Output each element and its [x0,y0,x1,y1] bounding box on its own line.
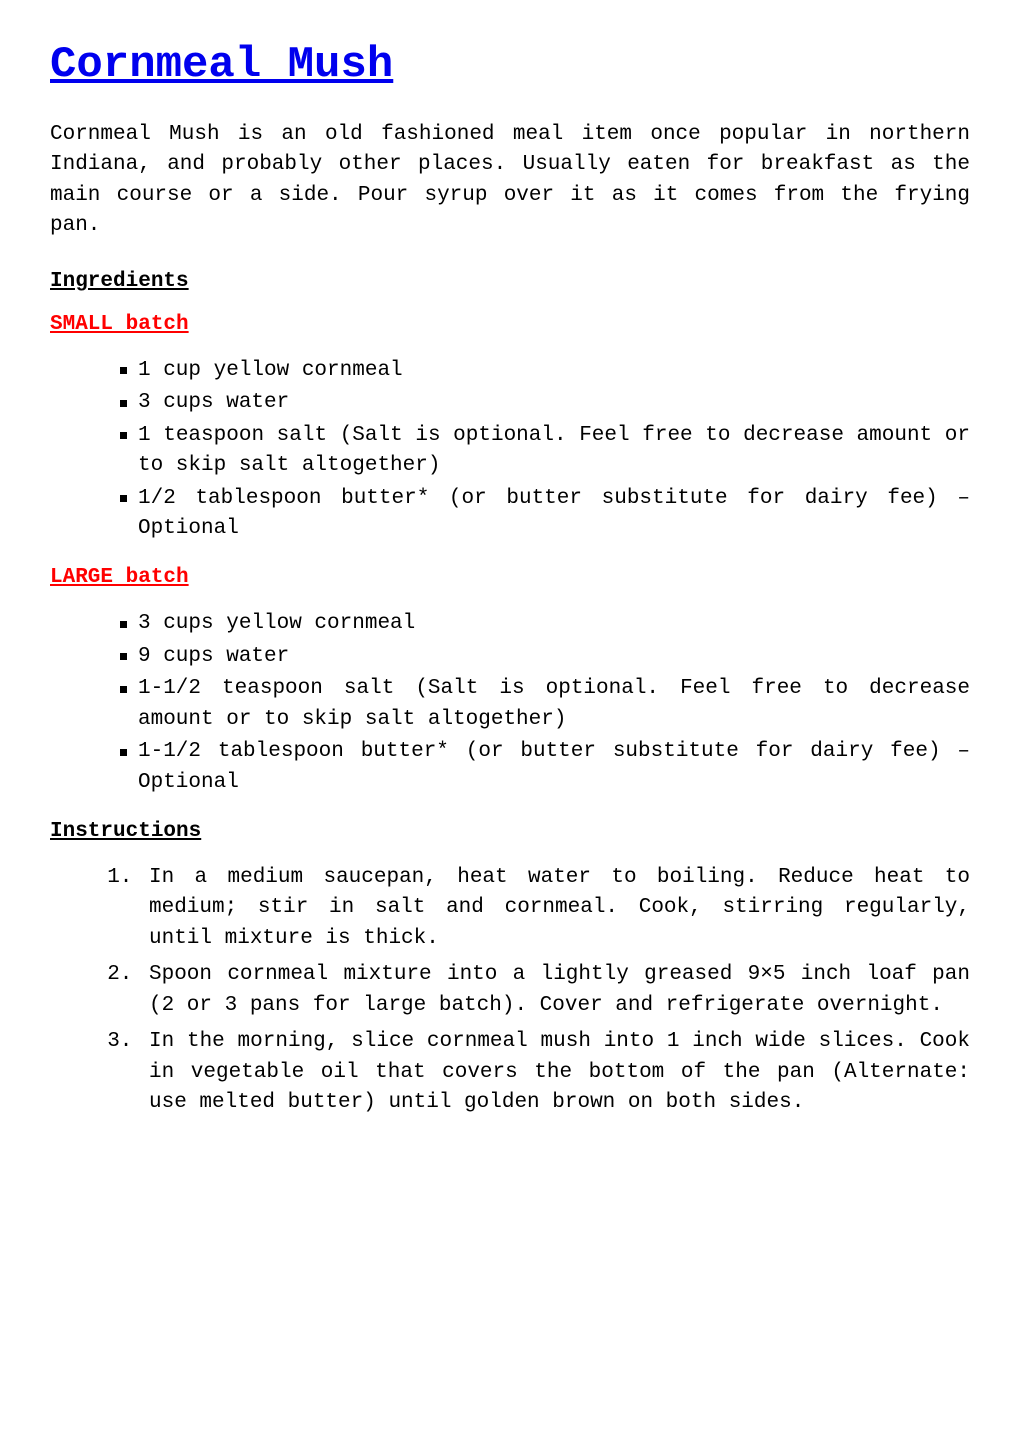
step-item: Spoon cornmeal mixture into a lightly gr… [145,960,970,1021]
list-item: 1 teaspoon salt (Salt is optional. Feel … [120,421,970,482]
list-item: 1 cup yellow cornmeal [120,356,970,386]
list-item: 3 cups water [120,388,970,418]
list-item: 1-1/2 tablespoon butter* (or butter subs… [120,737,970,798]
ingredients-heading: Ingredients [50,270,970,293]
large-batch-list: 3 cups yellow cornmeal 9 cups water 1-1/… [50,609,970,798]
list-item: 3 cups yellow cornmeal [120,609,970,639]
small-batch-heading: SMALL batch [50,313,970,336]
recipe-title[interactable]: Cornmeal Mush [50,40,970,90]
list-item: 9 cups water [120,642,970,672]
large-batch-heading: LARGE batch [50,566,970,589]
instruction-steps: In a medium saucepan, heat water to boil… [50,863,970,1119]
list-item: 1/2 tablespoon butter* (or butter substi… [120,484,970,545]
instructions-heading: Instructions [50,820,970,843]
page-container: Cornmeal Mush Cornmeal Mush is an old fa… [0,0,1020,1175]
step-item: In a medium saucepan, heat water to boil… [145,863,970,954]
list-item: 1-1/2 teaspoon salt (Salt is optional. F… [120,674,970,735]
small-batch-list: 1 cup yellow cornmeal 3 cups water 1 tea… [50,356,970,545]
intro-paragraph: Cornmeal Mush is an old fashioned meal i… [50,120,970,242]
step-item: In the morning, slice cornmeal mush into… [145,1027,970,1118]
